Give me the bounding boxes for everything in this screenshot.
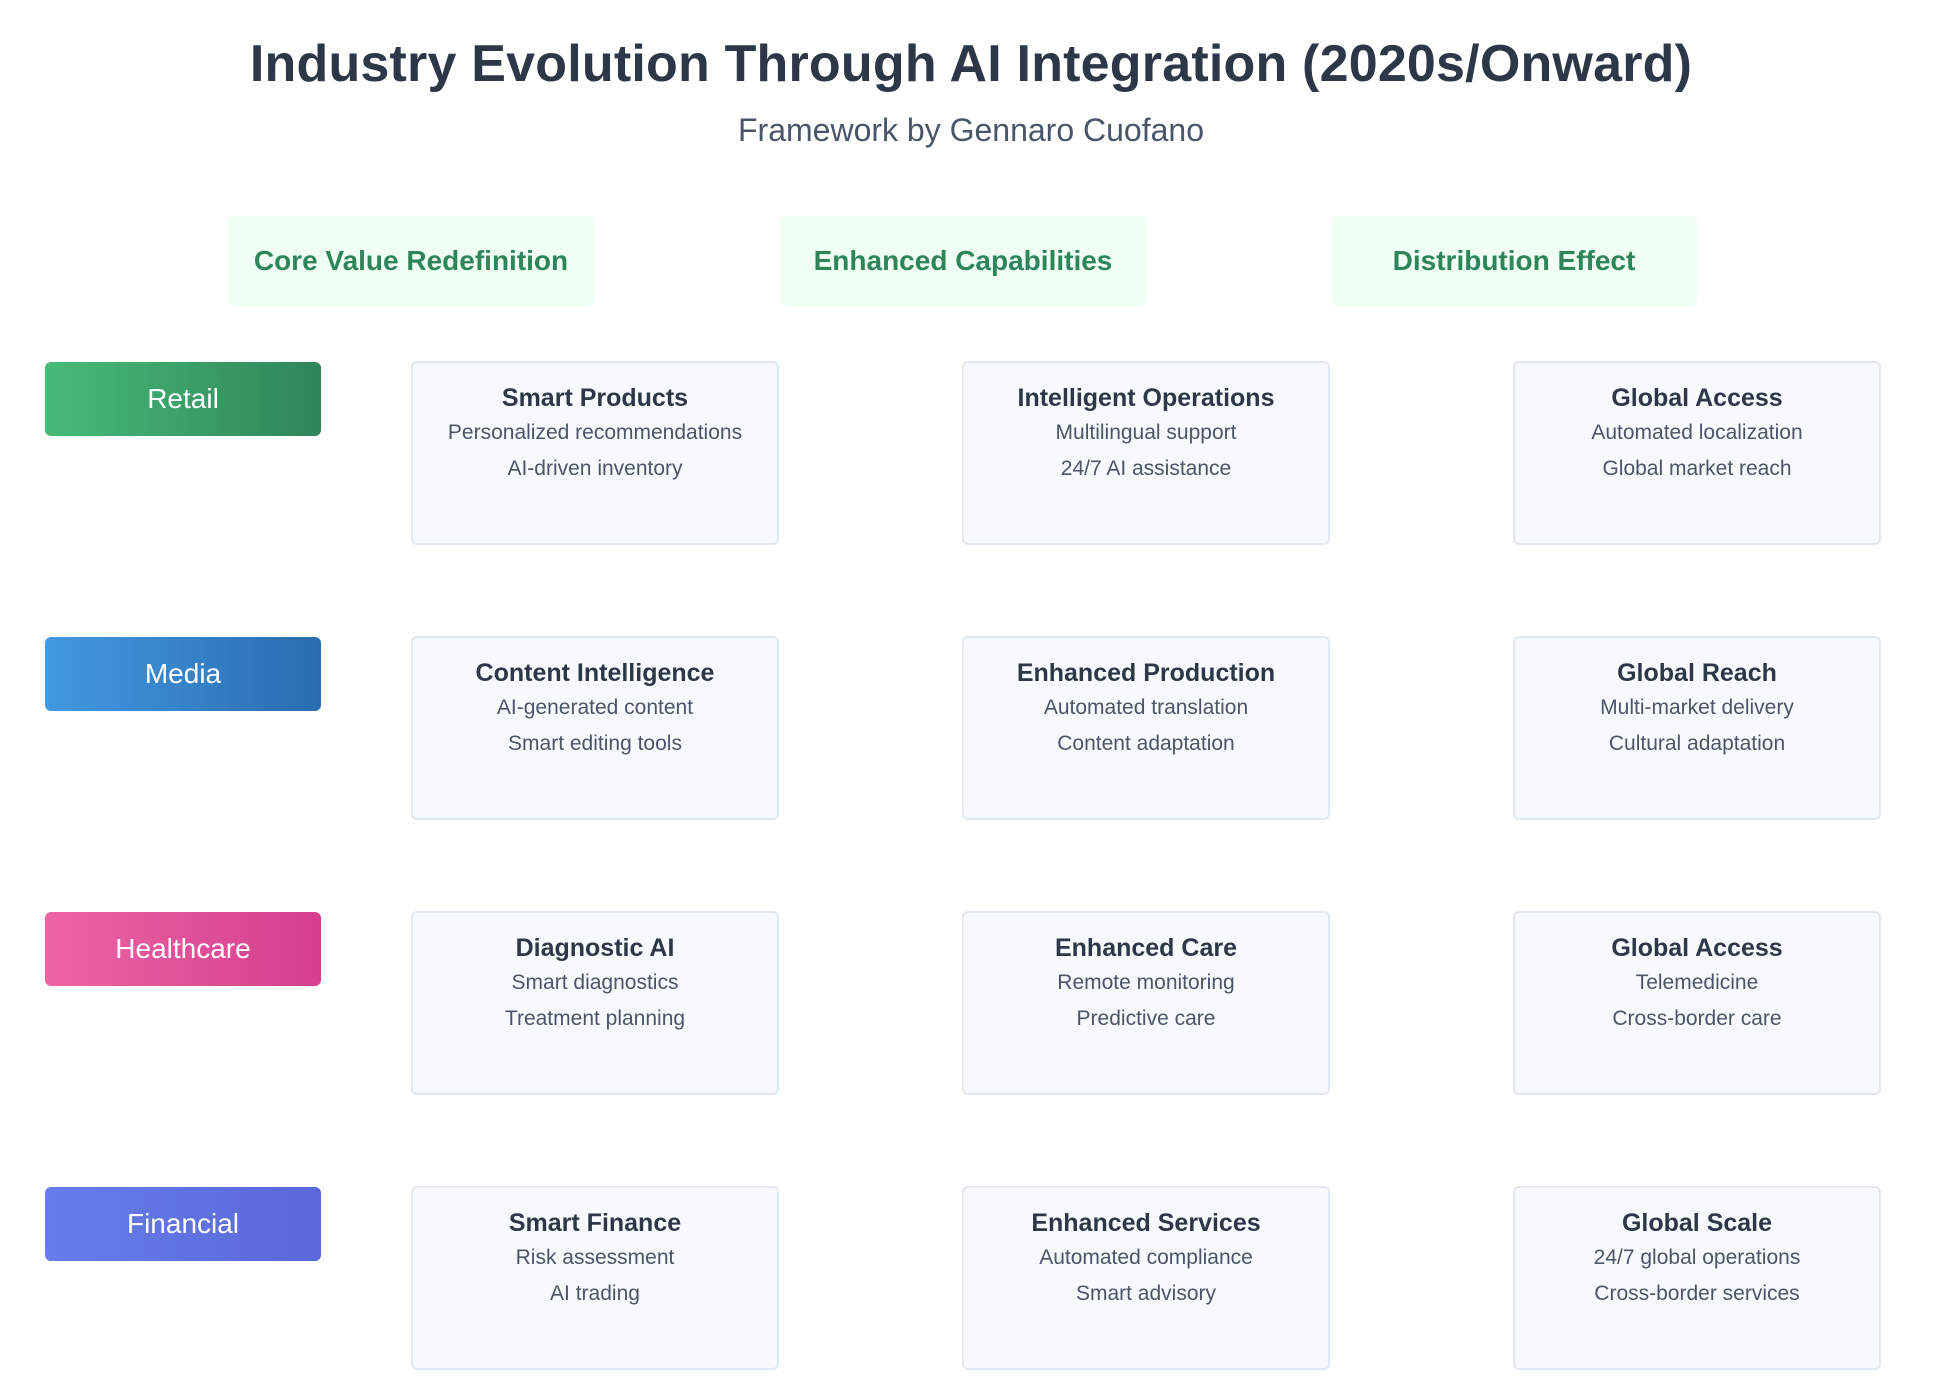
cell-item: Remote monitoring [1057, 971, 1235, 994]
cell-item: Automated translation [1043, 696, 1249, 719]
page-subtitle: Framework by Gennaro Cuofano [738, 112, 1204, 148]
cell-item: AI trading [550, 1282, 640, 1305]
cell-item: Cultural adaptation [1608, 732, 1786, 755]
cell-item: Cross-border care [1612, 1007, 1782, 1030]
cell-item: Automated compliance [1039, 1246, 1253, 1269]
cell-financial-distribution-effect: Global Scale 24/7 global operations Cros… [1513, 1186, 1881, 1370]
cell-item: Treatment planning [504, 1007, 686, 1030]
cell-title: Smart Finance [508, 1209, 682, 1237]
cell-title: Intelligent Operations [1017, 384, 1275, 412]
cell-item: 24/7 AI assistance [1060, 457, 1232, 480]
industry-label-healthcare: Healthcare [45, 912, 321, 986]
cell-item: Smart advisory [1075, 1282, 1217, 1305]
cell-healthcare-enhanced-capabilities: Enhanced Care Remote monitoring Predicti… [962, 911, 1330, 1095]
cell-item: Risk assessment [515, 1246, 675, 1269]
cell-financial-core-value: Smart Finance Risk assessment AI trading [411, 1186, 779, 1370]
industry-label-media: Media [45, 637, 321, 711]
cell-title: Smart Products [501, 384, 689, 412]
cell-item: Automated localization [1591, 421, 1803, 444]
cell-item: AI-generated content [496, 696, 694, 719]
page-title: Industry Evolution Through AI Integratio… [249, 35, 1693, 93]
cell-media-enhanced-capabilities: Enhanced Production Automated translatio… [962, 636, 1330, 820]
cell-item: Content adaptation [1057, 732, 1235, 755]
cell-item: Personalized recommendations [447, 421, 743, 444]
cell-item: Predictive care [1076, 1007, 1216, 1030]
cell-item: Multi-market delivery [1600, 696, 1794, 719]
cell-item: Cross-border services [1594, 1282, 1800, 1305]
cell-item: 24/7 global operations [1593, 1246, 1801, 1269]
cell-item: Multilingual support [1055, 421, 1237, 444]
industry-label-financial: Financial [45, 1187, 321, 1261]
column-header-distribution-effect: Distribution Effect [1331, 216, 1697, 306]
cell-item: AI-driven inventory [507, 457, 683, 480]
cell-title: Global Reach [1617, 659, 1777, 687]
cell-item: Telemedicine [1635, 971, 1759, 994]
cell-retail-distribution-effect: Global Access Automated localization Glo… [1513, 361, 1881, 545]
cell-title: Global Access [1611, 934, 1783, 962]
cell-title: Content Intelligence [475, 659, 715, 687]
cell-title: Diagnostic AI [515, 934, 675, 962]
cell-retail-enhanced-capabilities: Intelligent Operations Multilingual supp… [962, 361, 1330, 545]
cell-financial-enhanced-capabilities: Enhanced Services Automated compliance S… [962, 1186, 1330, 1370]
cell-title: Global Scale [1621, 1209, 1773, 1237]
cell-item: Global market reach [1602, 457, 1792, 480]
column-header-enhanced-capabilities: Enhanced Capabilities [780, 216, 1146, 306]
cell-title: Enhanced Production [1016, 659, 1276, 687]
column-header-core-value: Core Value Redefinition [228, 216, 594, 306]
cell-item: Smart diagnostics [511, 971, 679, 994]
cell-media-distribution-effect: Global Reach Multi-market delivery Cultu… [1513, 636, 1881, 820]
cell-title: Enhanced Services [1031, 1209, 1261, 1237]
cell-title: Enhanced Care [1054, 934, 1237, 962]
cell-retail-core-value: Smart Products Personalized recommendati… [411, 361, 779, 545]
cell-item: Smart editing tools [508, 732, 682, 755]
industry-label-retail: Retail [45, 362, 321, 436]
cell-healthcare-distribution-effect: Global Access Telemedicine Cross-border … [1513, 911, 1881, 1095]
cell-title: Global Access [1611, 384, 1783, 412]
cell-media-core-value: Content Intelligence AI-generated conten… [411, 636, 779, 820]
cell-healthcare-core-value: Diagnostic AI Smart diagnostics Treatmen… [411, 911, 779, 1095]
